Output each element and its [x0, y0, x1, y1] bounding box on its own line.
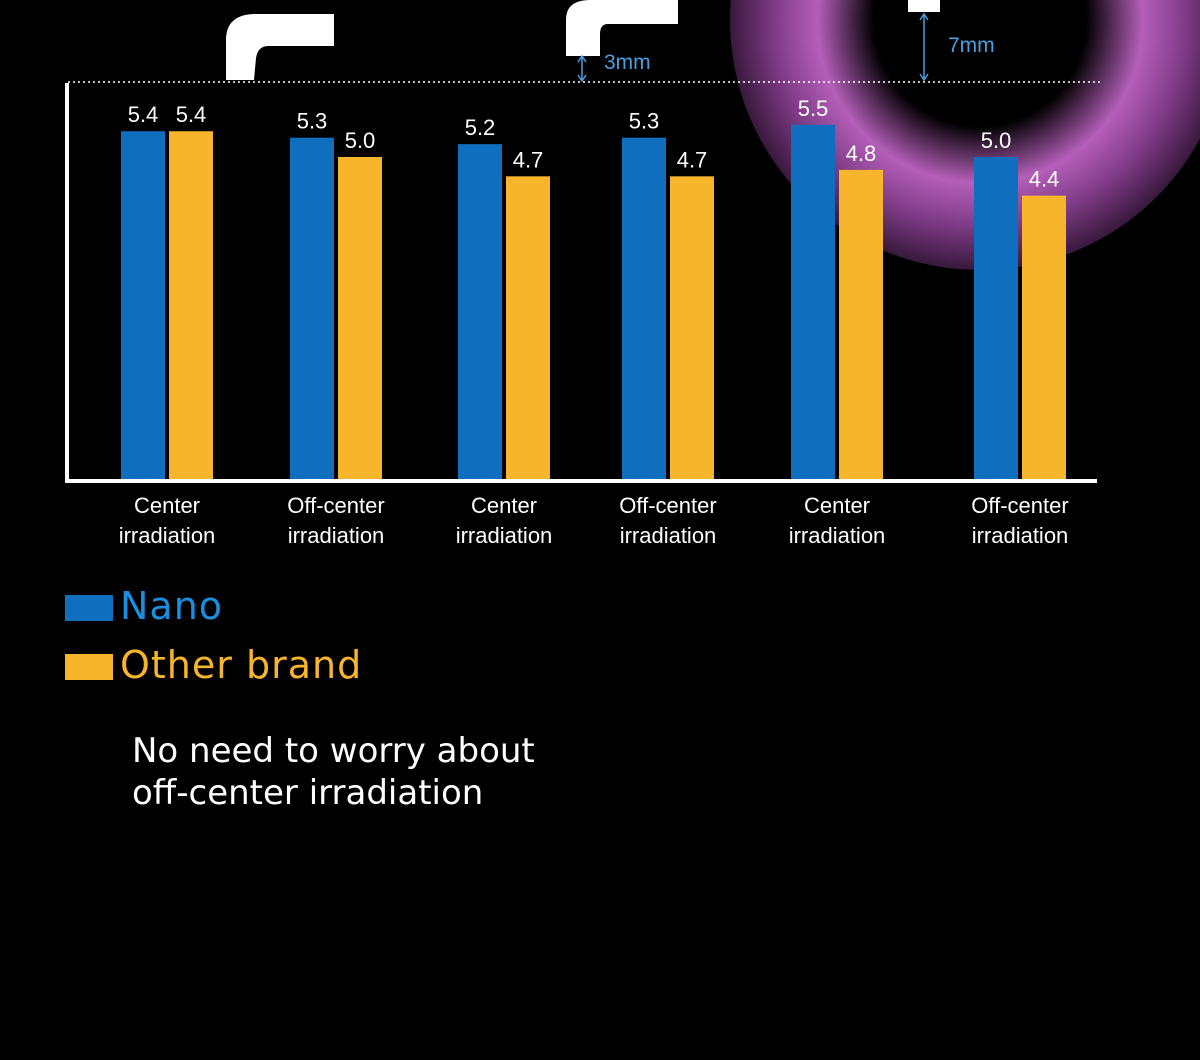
bar-chart: 3mm 7mm 5.4 5.4 Center irradiation 5.3 5.0 Off… — [65, 0, 1100, 548]
annotation-7mm: 7mm — [948, 34, 995, 57]
legend-swatch-other-brand — [65, 654, 113, 680]
bar-nano-3 — [458, 144, 502, 479]
category-label-2-line-2: irradiation — [288, 523, 385, 548]
bar-other-brand-2 — [338, 157, 382, 479]
bar-nano-1 — [121, 131, 165, 480]
category-label-6-line-1: Off-center — [971, 493, 1068, 518]
data-label-nano-5: 5.5 — [798, 96, 829, 121]
data-label-nano-4: 5.3 — [629, 109, 660, 134]
bar-other-brand-6 — [1022, 195, 1066, 479]
data-label-nano-6: 5.0 — [981, 128, 1012, 153]
legend-label-nano: Nano — [120, 584, 224, 628]
bar-other-brand-3 — [506, 176, 550, 479]
labels-layer: 5.4 5.4 Center irradiation 5.3 5.0 Off-center i… — [119, 96, 1069, 548]
data-label-other-brand-5: 4.8 — [846, 141, 877, 166]
category-label-5-line-1: Center — [804, 493, 870, 518]
category-label-4-line-2: irradiation — [620, 523, 717, 548]
bar-nano-4 — [622, 137, 666, 479]
legend-swatch-nano — [65, 595, 113, 621]
data-label-nano-3: 5.2 — [465, 115, 496, 140]
category-label-3-line-2: irradiation — [456, 523, 553, 548]
category-label-1-line-1: Center — [134, 493, 200, 518]
bars-layer — [121, 124, 1066, 480]
light-guide-tip-left — [226, 14, 334, 80]
caption-line-2: off-center irradiation — [132, 773, 484, 813]
data-label-other-brand-3: 4.7 — [513, 147, 544, 172]
bar-other-brand-1 — [169, 131, 213, 480]
bar-nano-2 — [290, 137, 334, 479]
annotation-3mm: 3mm — [604, 51, 651, 74]
bar-other-brand-4 — [670, 176, 714, 479]
data-label-nano-1: 5.4 — [128, 102, 159, 127]
light-guide-tip-middle — [566, 0, 678, 56]
bar-other-brand-5 — [839, 169, 883, 479]
category-label-5-line-2: irradiation — [789, 523, 886, 548]
distance-marker-7mm: 7mm — [919, 12, 995, 82]
distance-marker-3mm: 3mm — [577, 51, 651, 83]
caption-line-1: No need to worry about — [132, 731, 535, 771]
legend-label-other-brand: Other brand — [120, 643, 363, 687]
caption: No need to worry about off-center irradi… — [132, 730, 732, 814]
data-label-nano-2: 5.3 — [297, 109, 328, 134]
category-label-3-line-1: Center — [471, 493, 537, 518]
data-label-other-brand-2: 5.0 — [345, 128, 376, 153]
category-label-2-line-1: Off-center — [287, 493, 384, 518]
category-label-1-line-2: irradiation — [119, 523, 216, 548]
category-label-4-line-1: Off-center — [619, 493, 716, 518]
light-guide-tip-right — [908, 0, 940, 12]
data-label-other-brand-6: 4.4 — [1029, 167, 1060, 192]
bar-nano-5 — [791, 124, 835, 480]
data-label-other-brand-4: 4.7 — [677, 147, 708, 172]
data-label-other-brand-1: 5.4 — [176, 102, 207, 127]
bar-nano-6 — [974, 157, 1018, 479]
category-label-6-line-2: irradiation — [972, 523, 1069, 548]
